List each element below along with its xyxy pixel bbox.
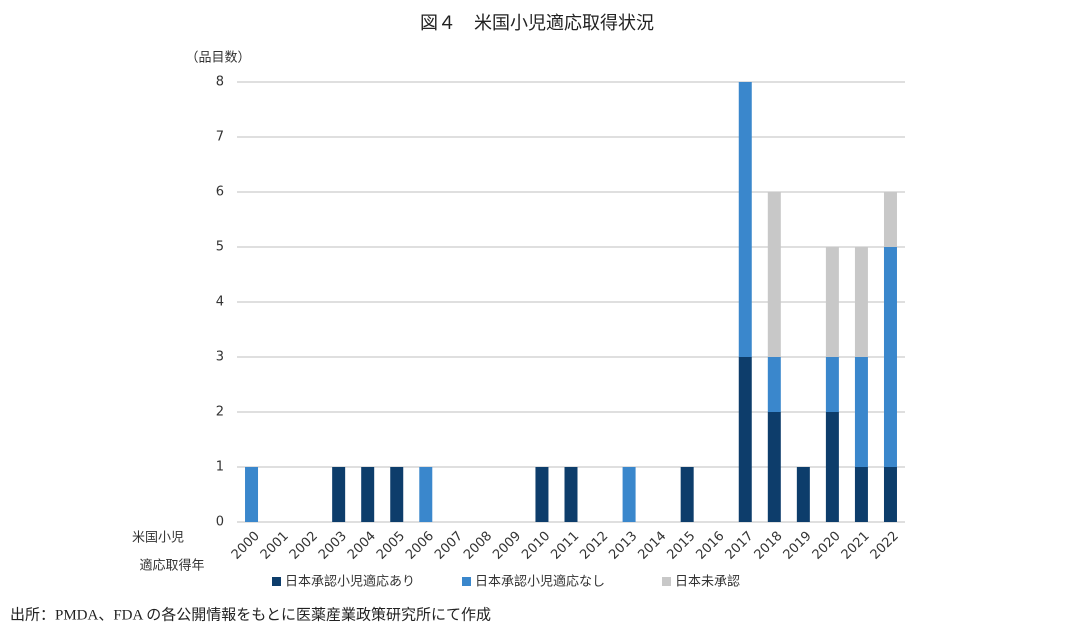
bar-segment (767, 412, 781, 522)
x-tick-label: 2006 (403, 529, 437, 563)
bar-segment (680, 467, 694, 522)
bar-segment (854, 247, 868, 357)
legend-swatch (272, 577, 281, 586)
y-tick-label: 5 (216, 240, 224, 255)
bar-segment (332, 467, 346, 522)
x-tick-label: 2020 (810, 529, 844, 563)
legend-label: 日本承認小児適応あり (285, 574, 415, 590)
bar-segment (883, 192, 897, 247)
legend-label: 日本承認小児適応なし (475, 574, 605, 590)
y-tick-label: 6 (216, 185, 224, 200)
x-tick-label: 2001 (258, 529, 292, 563)
chart-title: 図４ 米国小児適応取得状況 (420, 13, 654, 34)
bar-segment (825, 357, 839, 412)
bar-segment (767, 192, 781, 357)
x-tick-label: 2022 (868, 529, 902, 563)
x-tick-label: 2021 (839, 529, 873, 563)
source-note: 出所：PMDA、FDA の各公開情報をもとに医薬産業政策研究所にて作成 (10, 606, 491, 623)
x-tick-label: 2016 (694, 529, 728, 563)
y-tick-label: 8 (216, 75, 224, 90)
y-tick-label: 1 (216, 460, 224, 475)
bar-segment (767, 357, 781, 412)
bar-segment (419, 467, 433, 522)
bar-segment (535, 467, 549, 522)
bar-segment (361, 467, 375, 522)
x-axis-label: 適応取得年 (139, 558, 204, 574)
x-tick-label: 2019 (781, 529, 815, 563)
x-tick-label: 2011 (548, 529, 582, 563)
bar-segment (854, 357, 868, 467)
bar-segment (796, 467, 810, 522)
x-tick-label: 2017 (723, 529, 757, 563)
y-tick-label: 7 (216, 130, 224, 145)
bar-segment (825, 412, 839, 522)
x-tick-label: 2009 (490, 529, 524, 563)
y-tick-label: 2 (216, 405, 224, 420)
x-tick-label: 2018 (752, 529, 786, 563)
y-tick-label: 0 (216, 515, 224, 530)
x-tick-label: 2007 (432, 529, 466, 563)
bar-segment (854, 467, 868, 522)
x-axis-label: 米国小児 (132, 531, 184, 546)
x-tick-label: 2000 (229, 529, 263, 563)
bar-segment (883, 247, 897, 467)
y-axis-label: （品目数） (185, 51, 250, 66)
y-tick-label: 4 (216, 295, 224, 310)
bar-segment (825, 247, 839, 357)
bar-segment (883, 467, 897, 522)
x-tick-label: 2010 (519, 529, 553, 563)
x-tick-label: 2013 (606, 529, 640, 563)
bar-segment (738, 357, 752, 522)
bar-segment (564, 467, 578, 522)
x-tick-label: 2015 (664, 529, 698, 563)
x-tick-label: 2005 (374, 529, 408, 563)
bar-segment (622, 467, 636, 522)
bar-segment (738, 82, 752, 357)
x-tick-label: 2004 (345, 529, 379, 563)
legend-swatch (462, 577, 471, 586)
x-tick-label: 2008 (461, 529, 495, 563)
x-tick-label: 2003 (316, 529, 350, 563)
y-tick-label: 3 (216, 350, 224, 365)
legend-swatch (662, 577, 671, 586)
legend-label: 日本未承認 (675, 574, 740, 590)
bar-segment (245, 467, 259, 522)
x-tick-label: 2012 (577, 529, 611, 563)
x-tick-label: 2002 (287, 529, 321, 563)
bar-segment (390, 467, 404, 522)
x-tick-label: 2014 (635, 529, 669, 563)
